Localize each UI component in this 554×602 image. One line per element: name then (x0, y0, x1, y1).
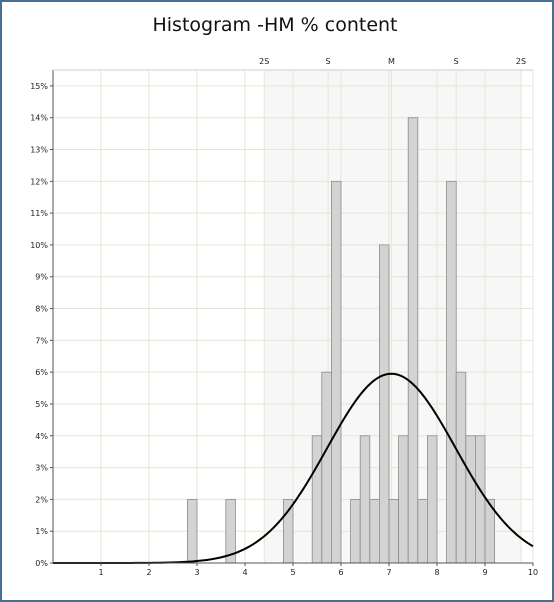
y-tick-label: 0% (35, 559, 48, 568)
y-tick-label: 4% (35, 432, 48, 441)
histogram-bar (378, 244, 390, 564)
sigma-label: 2S (516, 57, 526, 66)
x-tick-label: 6 (338, 568, 343, 577)
x-tick-label: 9 (482, 568, 487, 577)
x-tick-label: 4 (242, 568, 247, 577)
y-tick-label: 6% (35, 368, 48, 377)
y-tick-label: 3% (35, 464, 48, 473)
histogram-bar (426, 435, 438, 564)
histogram-bar (388, 498, 399, 564)
y-tick-label: 8% (35, 305, 48, 314)
x-tick-label: 8 (434, 568, 439, 577)
y-tick-label: 15% (30, 82, 48, 91)
histogram-bar (407, 117, 419, 564)
sigma-label: S (326, 57, 331, 66)
x-tick-label: 10 (528, 568, 538, 577)
x-tick-label: 5 (290, 568, 295, 577)
histogram-bar (474, 435, 486, 564)
histogram-bar (417, 498, 428, 564)
y-tick-label: 13% (30, 146, 48, 155)
histogram-bar (186, 498, 198, 564)
y-tick-label: 2% (35, 495, 48, 504)
x-tick-label: 3 (194, 568, 199, 577)
histogram-bar (455, 371, 467, 564)
y-tick-label: 5% (35, 400, 48, 409)
sigma-label: 2S (259, 57, 269, 66)
y-tick-label: 9% (35, 273, 48, 282)
histogram-bar (465, 435, 476, 564)
histogram-bar (330, 180, 342, 564)
histogram-bar (359, 435, 371, 564)
y-tick-label: 11% (30, 209, 48, 218)
y-tick-label: 14% (30, 114, 48, 123)
y-tick-label: 10% (30, 241, 48, 250)
y-tick-label: 7% (35, 336, 48, 345)
histogram-bar (369, 498, 380, 564)
y-tick-label: 12% (30, 177, 48, 186)
histogram-bar (398, 435, 409, 564)
x-tick-label: 7 (386, 568, 391, 577)
chart-title: Histogram -HM % content (152, 14, 398, 36)
histogram-bar (446, 180, 457, 564)
x-tick-label: 2 (146, 568, 151, 577)
histogram-bar (311, 435, 323, 564)
histogram-bar (321, 371, 332, 564)
histogram-bar (282, 498, 294, 564)
sigma-label: S (454, 57, 459, 66)
y-tick-label: 1% (35, 527, 48, 536)
histogram-bar (350, 498, 361, 564)
x-tick-label: 1 (98, 568, 103, 577)
sigma-label: M (388, 57, 395, 66)
